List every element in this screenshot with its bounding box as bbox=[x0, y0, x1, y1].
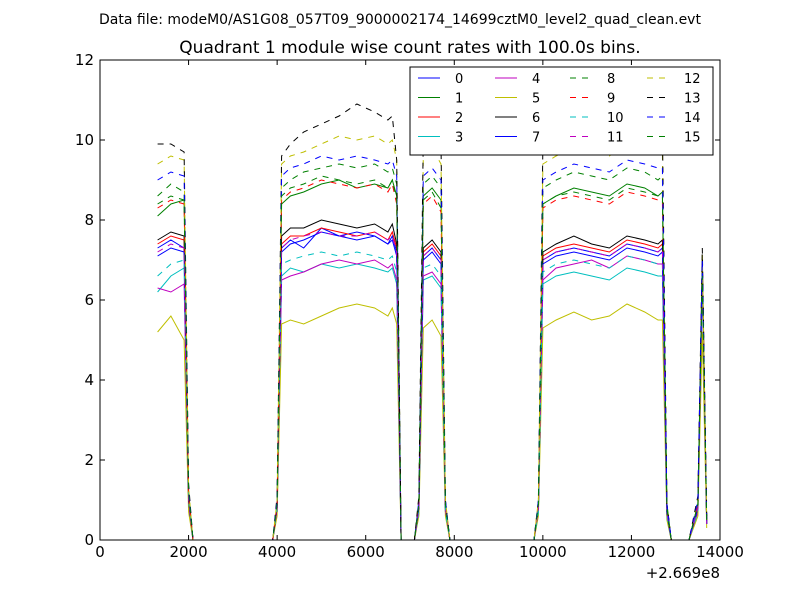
datafile-label: Data file: modeM0/AS1G08_057T09_90000021… bbox=[99, 12, 701, 28]
y-tick-label: 2 bbox=[84, 451, 94, 469]
legend-label-9: 9 bbox=[607, 92, 615, 107]
series-line-14 bbox=[157, 155, 708, 541]
x-tick-label: 4000 bbox=[258, 543, 296, 561]
series-line-9 bbox=[157, 179, 708, 541]
y-tick-label: 4 bbox=[84, 371, 94, 389]
legend-label-12: 12 bbox=[684, 72, 701, 87]
x-tick-label: 6000 bbox=[347, 543, 385, 561]
x-offset-label: +2.669e8 bbox=[646, 564, 720, 582]
x-tick-label: 0 bbox=[95, 543, 105, 561]
legend-label-15: 15 bbox=[684, 131, 701, 146]
axis-ticks: 0 2000 4000 6000 8000 10000 12000 1400002468101… bbox=[75, 51, 744, 561]
legend-label-11: 11 bbox=[607, 131, 624, 146]
legend-label-2: 2 bbox=[455, 111, 463, 126]
y-tick-label: 12 bbox=[75, 51, 94, 69]
legend-label-0: 0 bbox=[455, 72, 463, 87]
legend-box bbox=[409, 66, 714, 156]
y-tick-label: 0 bbox=[84, 531, 94, 549]
legend-label-8: 8 bbox=[607, 72, 615, 87]
x-tick-label: 10000 bbox=[519, 543, 567, 561]
legend-label-6: 6 bbox=[532, 111, 540, 126]
plot-area bbox=[157, 103, 708, 541]
x-tick-label: 14000 bbox=[696, 543, 744, 561]
x-tick-label: 12000 bbox=[608, 543, 656, 561]
legend-label-7: 7 bbox=[532, 131, 540, 146]
legend-label-5: 5 bbox=[532, 92, 540, 107]
legend-label-13: 13 bbox=[684, 92, 701, 107]
x-tick-label: 2000 bbox=[169, 543, 207, 561]
legend-label-4: 4 bbox=[532, 72, 540, 87]
chart-title: Quadrant 1 module wise count rates with … bbox=[179, 38, 640, 58]
x-tick-label: 8000 bbox=[435, 543, 473, 561]
y-tick-label: 8 bbox=[84, 211, 94, 229]
legend-label-10: 10 bbox=[607, 111, 624, 126]
series-line-10 bbox=[157, 251, 708, 541]
series-line-15 bbox=[157, 175, 708, 541]
y-tick-label: 10 bbox=[75, 131, 94, 149]
legend-label-14: 14 bbox=[684, 111, 701, 126]
y-tick-label: 6 bbox=[84, 291, 94, 309]
legend-label-1: 1 bbox=[455, 92, 463, 107]
legend-label-3: 3 bbox=[455, 131, 463, 146]
